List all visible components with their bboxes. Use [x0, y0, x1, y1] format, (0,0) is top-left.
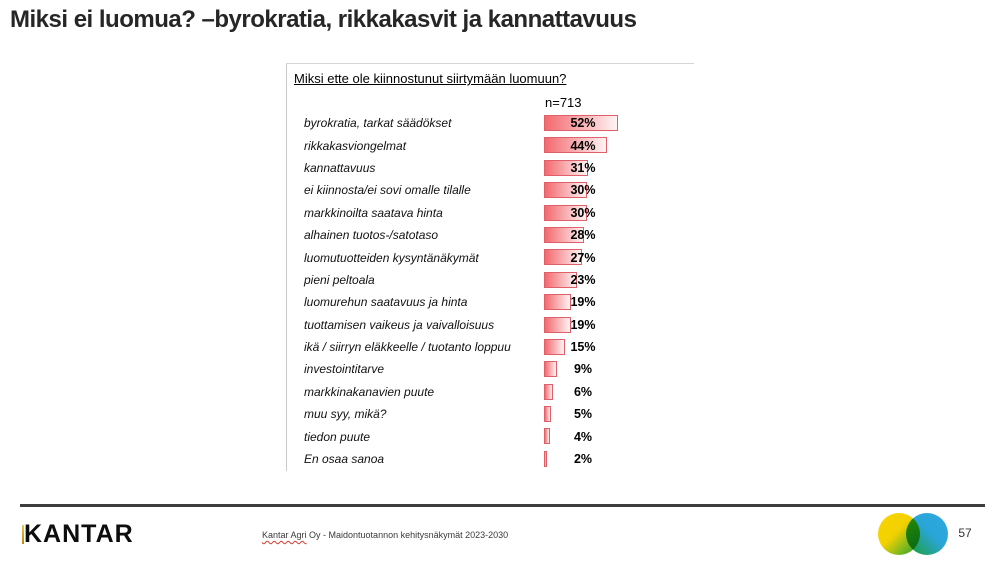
bar	[544, 316, 571, 333]
value-label: 30%	[570, 205, 596, 220]
bar	[544, 182, 587, 199]
category-label: tuottamisen vaikeus ja vaivalloisuus	[304, 317, 495, 332]
bar	[544, 204, 587, 221]
footer-divider	[20, 504, 985, 507]
chart-row: rikkakasviongelmat 44%	[287, 134, 694, 156]
kantar-gold-accent-icon	[22, 525, 24, 544]
bar	[544, 294, 571, 311]
category-label: ikä / siirryn eläkkeelle / tuotanto lopp…	[304, 340, 511, 355]
category-label: luomurehun saatavuus ja hinta	[304, 295, 468, 310]
chart-row: pieni peltoala 23%	[287, 269, 694, 291]
value-label: 44%	[570, 138, 596, 153]
bar	[544, 338, 566, 355]
chart-row: alhainen tuotos-/satotaso 28%	[287, 224, 694, 246]
category-label: En osaa sanoa	[304, 452, 385, 467]
chart-question: Miksi ette ole kiinnostunut siirtymään l…	[294, 71, 567, 86]
page-title: Miksi ei luomua? –byrokratia, rikkakasvi…	[10, 6, 637, 33]
bar	[544, 361, 557, 378]
chart-row: tuottamisen vaikeus ja vaivalloisuus 19%	[287, 314, 694, 336]
chart-row: En osaa sanoa 2%	[287, 448, 694, 470]
page-number: 57	[958, 526, 972, 540]
category-label: tiedon puute	[304, 429, 371, 444]
value-label: 4%	[573, 429, 593, 444]
chart-rows: byrokratia, tarkat säädökset 52% rikkaka…	[287, 112, 694, 470]
value-label: 2%	[573, 452, 593, 467]
kantar-logo: KANTAR	[22, 520, 134, 549]
value-label: 9%	[573, 362, 593, 377]
bar-chart: Miksi ette ole kiinnostunut siirtymään l…	[286, 63, 694, 471]
chart-row: luomutuotteiden kysyntänäkymät 27%	[287, 246, 694, 268]
value-label: 23%	[570, 272, 596, 287]
value-label: 27%	[570, 250, 596, 265]
bar	[544, 159, 588, 176]
bar	[544, 249, 583, 266]
bar	[544, 428, 550, 445]
bar	[544, 383, 553, 400]
footer-source-text: Kantar Agri Oy - Maidontuotannon kehitys…	[262, 530, 508, 540]
category-label: markkinoilta saatava hinta	[304, 205, 443, 220]
category-label: muu syy, mikä?	[304, 407, 387, 422]
kantar-logo-text: KANTAR	[24, 520, 134, 548]
footer-source-rest: Oy - Maidontuotannon kehitysnäkymät 2023…	[306, 530, 509, 540]
chart-row: markkinakanavien puute 6%	[287, 381, 694, 403]
chart-row: tiedon puute 4%	[287, 425, 694, 447]
category-label: ei kiinnosta/ei sovi omalle tilalle	[304, 183, 471, 198]
bar	[544, 226, 584, 243]
value-label: 28%	[570, 228, 596, 243]
value-label: 15%	[570, 340, 596, 355]
value-label: 5%	[573, 407, 593, 422]
category-label: investointitarve	[304, 362, 385, 377]
sample-size-label: n=713	[545, 95, 582, 110]
bar	[544, 115, 618, 131]
bar	[544, 450, 547, 467]
value-label: 19%	[570, 295, 596, 310]
chart-row: muu syy, mikä? 5%	[287, 403, 694, 425]
category-label: alhainen tuotos-/satotaso	[304, 228, 439, 243]
chart-row: ei kiinnosta/ei sovi omalle tilalle 30%	[287, 179, 694, 201]
value-label: 30%	[570, 183, 596, 198]
footer-source-flagged: Kantar Agri	[262, 530, 307, 540]
dairy-m-logo-icon	[878, 513, 948, 555]
category-label: rikkakasviongelmat	[304, 138, 407, 153]
value-label: 31%	[570, 160, 596, 175]
value-label: 52%	[570, 116, 596, 131]
chart-row: byrokratia, tarkat säädökset 52%	[287, 112, 694, 134]
chart-row: markkinoilta saatava hinta 30%	[287, 202, 694, 224]
chart-row: ikä / siirryn eläkkeelle / tuotanto lopp…	[287, 336, 694, 358]
bar	[544, 406, 552, 423]
category-label: byrokratia, tarkat säädökset	[304, 116, 452, 131]
chart-row: luomurehun saatavuus ja hinta 19%	[287, 291, 694, 313]
bar	[544, 271, 577, 288]
chart-row: kannattavuus 31%	[287, 157, 694, 179]
value-label: 6%	[573, 384, 593, 399]
category-label: luomutuotteiden kysyntänäkymät	[304, 250, 479, 265]
chart-row: investointitarve 9%	[287, 358, 694, 380]
bar	[544, 137, 607, 154]
category-label: kannattavuus	[304, 160, 376, 175]
value-label: 19%	[570, 317, 596, 332]
category-label: pieni peltoala	[304, 272, 375, 287]
category-label: markkinakanavien puute	[304, 384, 435, 399]
